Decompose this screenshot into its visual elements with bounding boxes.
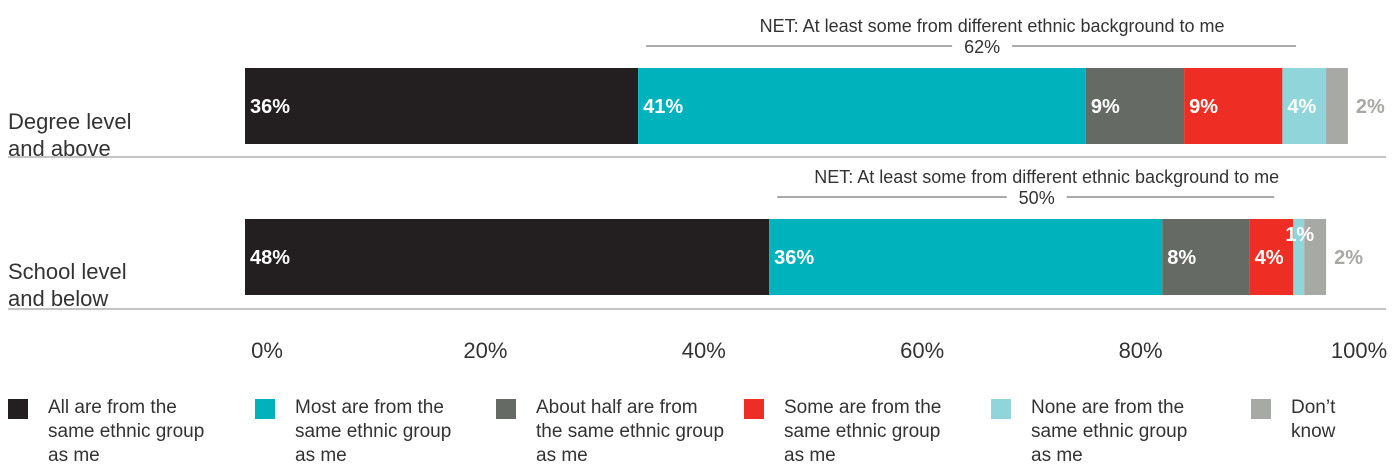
bar-segment — [1249, 219, 1294, 295]
data-label: 2% — [1356, 96, 1385, 118]
legend-swatch — [1251, 399, 1271, 419]
legend-label: Some are from the same ethnic group as m… — [784, 397, 942, 466]
data-label: 36% — [774, 247, 814, 269]
legend-swatch — [991, 399, 1011, 419]
bar-segment — [1293, 219, 1305, 295]
data-label: 1% — [1285, 224, 1314, 246]
legend-swatch — [8, 399, 28, 419]
bar-segment — [1184, 68, 1283, 144]
legend-label: All are from the same ethnic group as me — [48, 397, 205, 466]
data-label: 36% — [250, 96, 290, 118]
legend: All are from the same ethnic group as me… — [0, 396, 1394, 467]
legend-label: None are from the same ethnic group as m… — [1031, 397, 1188, 466]
bar-segment — [1304, 219, 1327, 295]
x-tick-label: 100% — [1331, 338, 1387, 363]
legend-label: Don’t know — [1291, 397, 1336, 442]
x-tick-label: 60% — [900, 338, 944, 363]
bar-segment — [1085, 68, 1185, 144]
data-label: 2% — [1334, 247, 1363, 269]
x-tick-label: 40% — [682, 338, 726, 363]
data-label: 8% — [1167, 247, 1196, 269]
data-label: 9% — [1091, 96, 1120, 118]
legend-label: Most are from the same ethnic group as m… — [295, 397, 452, 466]
data-label: 41% — [643, 96, 683, 118]
bar-segment — [1326, 68, 1348, 144]
legend-label: About half are from the same ethnic grou… — [536, 397, 725, 466]
row-label-degree: Degree level and above — [8, 109, 132, 161]
data-label: 48% — [250, 247, 290, 269]
row-label-school: School level and below — [8, 259, 127, 311]
x-tick-label: 20% — [463, 338, 507, 363]
bar-segment — [245, 68, 639, 144]
x-tick-label: 0% — [251, 338, 283, 363]
net-label: NET: At least some from different ethnic… — [814, 167, 1279, 187]
data-label: 4% — [1287, 96, 1316, 118]
legend-swatch — [744, 399, 764, 419]
net-value: 62% — [964, 37, 1000, 57]
legend-swatch — [255, 399, 275, 419]
bar-segment — [1162, 219, 1250, 295]
net-value: 50% — [1019, 188, 1055, 208]
bar-segment — [638, 68, 1086, 144]
legend-swatch — [496, 399, 516, 419]
bar-segment — [1282, 68, 1327, 144]
bar-segment — [245, 219, 770, 295]
data-label: 4% — [1255, 247, 1284, 269]
stacked-bar-chart: 36% 41% 9% 9% 4% 2% NET: At least some from di… — [8, 16, 1387, 363]
data-label: 9% — [1189, 96, 1218, 118]
bar-segment — [769, 219, 1163, 295]
x-tick-label: 80% — [1119, 338, 1163, 363]
net-label: NET: At least some from different ethnic… — [760, 16, 1225, 36]
